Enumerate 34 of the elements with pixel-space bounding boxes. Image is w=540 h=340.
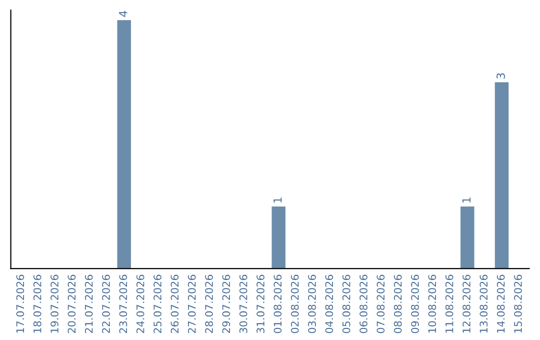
x-tick-label: 25.07.2026 bbox=[154, 274, 162, 334]
x-tick-label: 01.08.2026 bbox=[274, 274, 282, 334]
x-tick-label: 02.08.2026 bbox=[290, 274, 299, 334]
x-tick-label: 08.08.2026 bbox=[394, 274, 402, 334]
x-tick-label: 17.07.2026 bbox=[16, 274, 24, 333]
x-tick-label: 30.07.2026 bbox=[239, 274, 248, 334]
x-tick-label: 26.07.2026 bbox=[170, 274, 179, 334]
x-tick-label: 28.07.2026 bbox=[205, 274, 213, 334]
data-label: 1 bbox=[274, 198, 282, 202]
x-tick-label: 27.07.2026 bbox=[188, 274, 196, 334]
x-tick-label: 06.08.2026 bbox=[360, 274, 368, 334]
x-tick-label: 31.07.2026 bbox=[256, 274, 264, 334]
x-tick-label: 14.08.2026 bbox=[496, 274, 505, 333]
x-tick-label: 03.08.2026 bbox=[308, 274, 316, 334]
x-tick-label: 07.08.2026 bbox=[376, 274, 385, 334]
x-tick-label: 11.08.2026 bbox=[445, 274, 454, 333]
x-tick-label: 10.08.2026 bbox=[428, 274, 436, 333]
data-label: 3 bbox=[496, 73, 505, 79]
x-tick-label: 13.08.2026 bbox=[480, 274, 488, 333]
x-tick-label: 20.07.2026 bbox=[68, 274, 76, 334]
x-tick-label: 21.07.2026 bbox=[84, 274, 93, 334]
x-tick-label: 29.07.2026 bbox=[222, 274, 230, 334]
x-tick-label: 04.08.2026 bbox=[325, 274, 334, 334]
data-label: 4 bbox=[119, 10, 128, 17]
x-tick-label: 23.07.2026 bbox=[119, 274, 128, 334]
x-tick-label: 05.08.2026 bbox=[342, 274, 350, 334]
x-tick-label: 12.08.2026 bbox=[462, 274, 470, 333]
x-tick-label: 18.07.2026 bbox=[33, 274, 42, 333]
x-tick-label: 24.07.2026 bbox=[136, 274, 144, 334]
x-tick-label: 19.07.2026 bbox=[50, 274, 58, 333]
x-tick-label: 15.08.2026 bbox=[514, 274, 522, 333]
data-label: 1 bbox=[462, 198, 470, 202]
x-tick-label: 22.07.2026 bbox=[102, 274, 110, 334]
x-tick-label: 09.08.2026 bbox=[411, 274, 419, 334]
